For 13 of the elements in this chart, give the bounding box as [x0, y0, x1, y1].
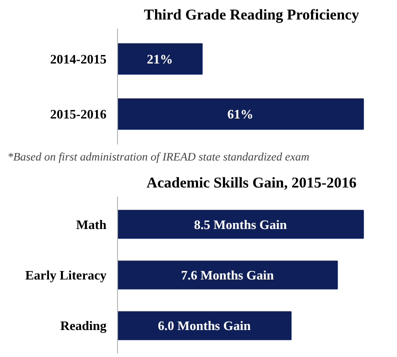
y-tick-label: Early Literacy — [25, 268, 107, 282]
y-tick-label: 2015-2016 — [50, 106, 107, 122]
y-tick-label: Reading — [60, 318, 107, 334]
chart-title: Third Grade Reading Proficiency — [144, 8, 360, 24]
data-label: 6.0 Months Gain — [158, 318, 252, 334]
data-label: 61% — [227, 106, 254, 122]
data-label: 21% — [146, 51, 173, 66]
text: *Based on first administration of IREAD state standardized exam — [8, 152, 310, 164]
y-tick-label: Math — [76, 216, 108, 232]
data-label: 8.5 Months Gain — [194, 216, 288, 232]
y-tick-label: 2014-2015 — [50, 51, 107, 66]
data-label: 7.6 Months Gain — [181, 268, 275, 282]
chart-title: Academic Skills Gain, 2015-2016 — [146, 176, 358, 192]
